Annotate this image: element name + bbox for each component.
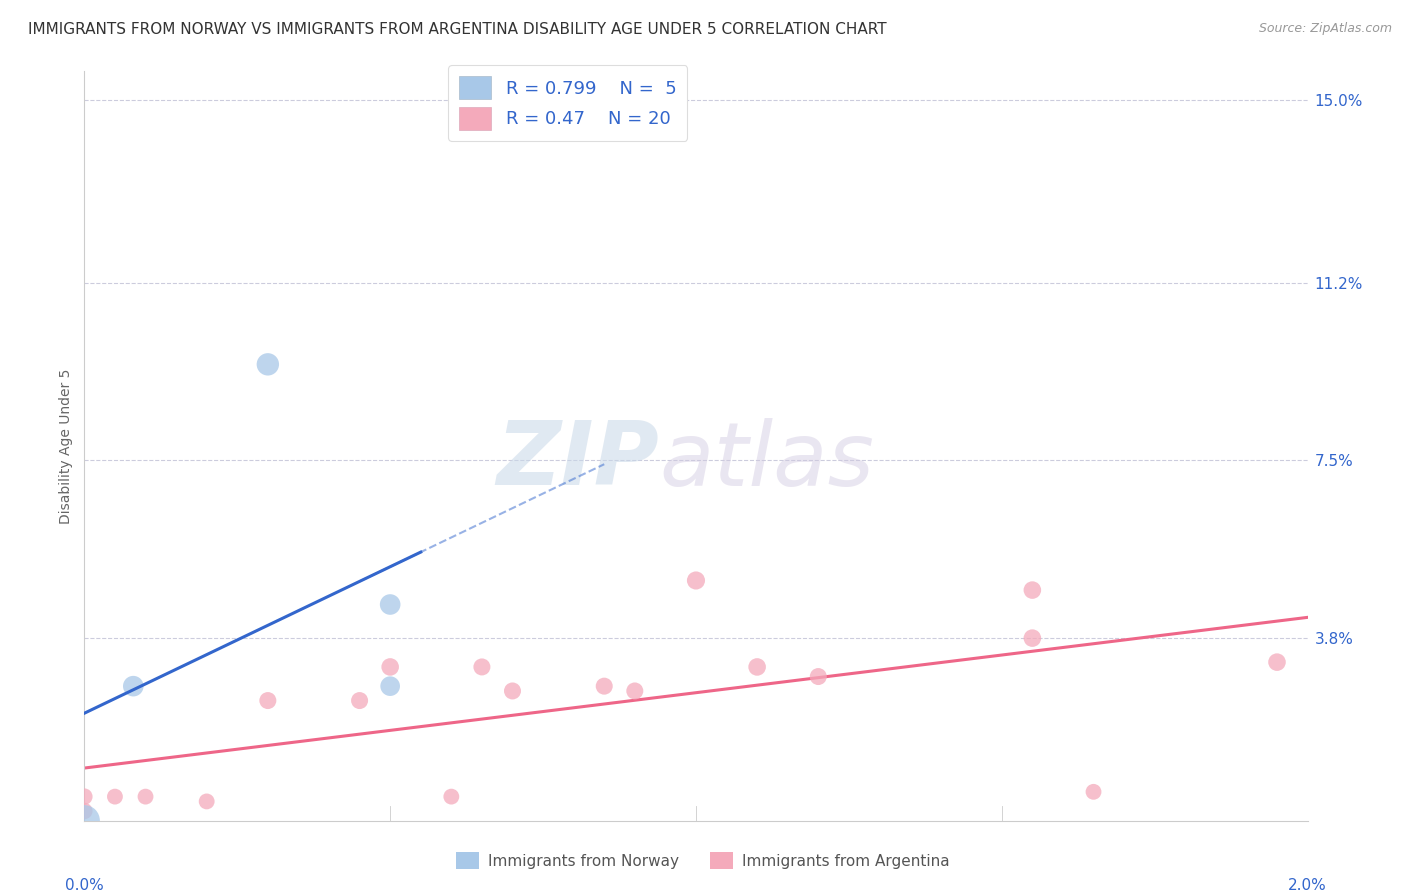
Point [122, 679, 145, 693]
Text: IMMIGRANTS FROM NORWAY VS IMMIGRANTS FROM ARGENTINA DISABILITY AGE UNDER 5 CORRE: IMMIGRANTS FROM NORWAY VS IMMIGRANTS FRO… [28, 22, 887, 37]
Point [1265, 655, 1288, 669]
Legend: R = 0.799    N =  5, R = 0.47    N = 20: R = 0.799 N = 5, R = 0.47 N = 20 [449, 65, 688, 141]
Point [135, 789, 157, 804]
Text: 2.0%: 2.0% [1288, 879, 1327, 892]
Point [593, 679, 616, 693]
Point [471, 660, 494, 674]
Y-axis label: Disability Age Under 5: Disability Age Under 5 [59, 368, 73, 524]
Text: 0.0%: 0.0% [65, 879, 104, 892]
Point [807, 669, 830, 683]
Point [1083, 785, 1105, 799]
Point [747, 660, 769, 674]
Legend: Immigrants from Norway, Immigrants from Argentina: Immigrants from Norway, Immigrants from … [450, 846, 956, 875]
Point [624, 684, 647, 698]
Point [380, 660, 402, 674]
Point [257, 357, 280, 371]
Point [73, 814, 96, 828]
Point [73, 804, 96, 818]
Text: Source: ZipAtlas.com: Source: ZipAtlas.com [1258, 22, 1392, 36]
Point [73, 789, 96, 804]
Text: ZIP: ZIP [496, 417, 659, 505]
Point [257, 693, 280, 707]
Point [380, 679, 402, 693]
Point [380, 598, 402, 612]
Point [195, 794, 218, 808]
Point [502, 684, 524, 698]
Text: atlas: atlas [659, 418, 875, 504]
Point [349, 693, 371, 707]
Point [104, 789, 127, 804]
Point [440, 789, 463, 804]
Point [1021, 583, 1043, 598]
Point [685, 574, 707, 588]
Point [1021, 631, 1043, 645]
